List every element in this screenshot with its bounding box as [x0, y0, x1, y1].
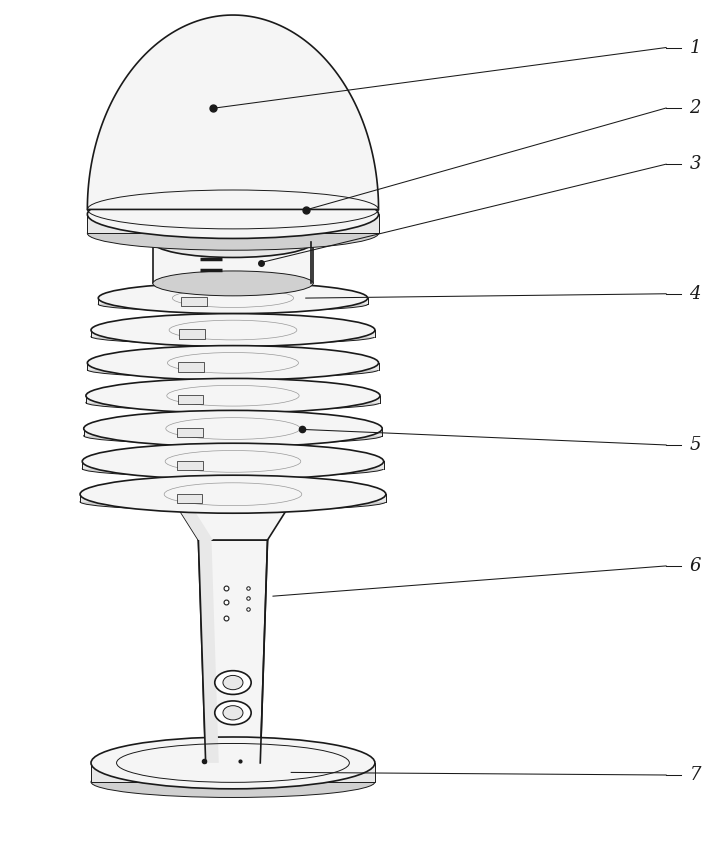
Ellipse shape: [87, 362, 379, 378]
Ellipse shape: [153, 226, 313, 257]
Ellipse shape: [87, 216, 379, 251]
Polygon shape: [87, 363, 379, 370]
Ellipse shape: [215, 670, 251, 695]
Polygon shape: [91, 763, 375, 782]
Ellipse shape: [82, 443, 384, 480]
Ellipse shape: [84, 410, 382, 447]
Ellipse shape: [87, 190, 379, 238]
Ellipse shape: [86, 378, 380, 413]
Polygon shape: [98, 298, 368, 304]
Ellipse shape: [82, 461, 384, 477]
Ellipse shape: [153, 271, 313, 295]
Polygon shape: [82, 461, 384, 468]
Ellipse shape: [223, 676, 243, 689]
Polygon shape: [198, 283, 209, 505]
Polygon shape: [178, 362, 204, 372]
Ellipse shape: [86, 395, 380, 410]
Polygon shape: [199, 540, 268, 763]
Text: 2: 2: [689, 99, 701, 117]
Text: 7: 7: [689, 766, 701, 784]
Polygon shape: [178, 395, 204, 404]
Ellipse shape: [91, 766, 375, 797]
Polygon shape: [177, 461, 202, 470]
Ellipse shape: [98, 283, 368, 314]
Polygon shape: [84, 429, 382, 435]
Polygon shape: [178, 428, 203, 437]
Polygon shape: [179, 329, 205, 339]
Ellipse shape: [91, 737, 375, 789]
Ellipse shape: [215, 701, 251, 725]
Text: 1: 1: [689, 39, 701, 56]
Text: 3: 3: [689, 156, 701, 173]
Ellipse shape: [84, 428, 382, 444]
Polygon shape: [87, 15, 379, 209]
Polygon shape: [87, 214, 379, 233]
Ellipse shape: [98, 297, 368, 311]
Ellipse shape: [91, 329, 375, 344]
Ellipse shape: [87, 346, 379, 380]
Polygon shape: [177, 493, 202, 503]
Polygon shape: [86, 396, 380, 403]
Polygon shape: [153, 242, 313, 283]
Ellipse shape: [223, 706, 243, 720]
Ellipse shape: [91, 314, 375, 346]
Ellipse shape: [80, 475, 386, 513]
Polygon shape: [198, 283, 268, 505]
Polygon shape: [177, 505, 213, 540]
Ellipse shape: [80, 493, 386, 511]
Polygon shape: [177, 505, 290, 540]
Polygon shape: [199, 540, 219, 763]
Text: 6: 6: [689, 557, 701, 575]
Text: 4: 4: [689, 285, 701, 302]
Text: 5: 5: [689, 436, 701, 454]
Polygon shape: [91, 330, 375, 337]
Polygon shape: [80, 494, 386, 502]
Polygon shape: [181, 297, 207, 307]
